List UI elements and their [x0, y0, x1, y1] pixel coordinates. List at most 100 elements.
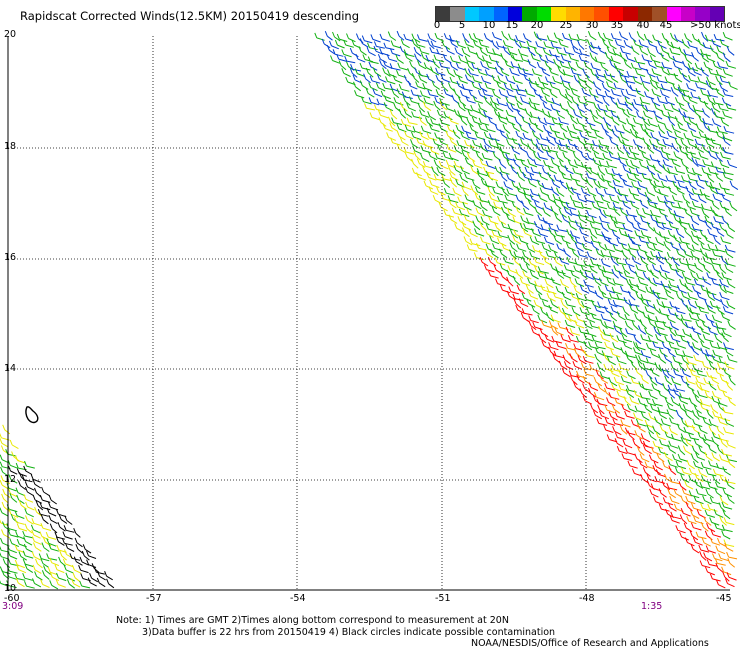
- wind-barb: [646, 424, 655, 435]
- wind-barb: [721, 97, 732, 107]
- wind-barb: [598, 277, 609, 287]
- wind-barb: [562, 152, 571, 162]
- wind-barb: [453, 160, 464, 169]
- wind-barb: [669, 515, 680, 524]
- wind-barb: [478, 108, 487, 118]
- wind-barb: [570, 230, 581, 239]
- wind-barb: [472, 220, 481, 231]
- wind-barb: [324, 31, 333, 41]
- wind-barb: [416, 34, 428, 42]
- wind-barb: [697, 76, 708, 85]
- wind-barb: [672, 454, 683, 463]
- wind-barb: [586, 328, 597, 337]
- wind-barb: [525, 284, 534, 294]
- wind-barb: [531, 68, 543, 77]
- wind-barb: [692, 410, 700, 420]
- wind-barb: [616, 446, 628, 454]
- wind-barb: [612, 299, 624, 308]
- wind-barb: [688, 180, 697, 190]
- wind-barb: [657, 173, 668, 182]
- wind-barb: [561, 307, 573, 317]
- wind-barb: [629, 304, 639, 314]
- wind-barb: [24, 460, 35, 469]
- lon-label-48: -48: [579, 593, 595, 604]
- wind-barb: [612, 320, 623, 330]
- wind-barb: [427, 89, 439, 98]
- wind-barb: [603, 109, 613, 120]
- wind-barb: [499, 284, 511, 294]
- wind-barb: [687, 139, 697, 148]
- wind-barb: [660, 52, 670, 62]
- wind-barb: [726, 46, 735, 56]
- wind-barb: [719, 496, 729, 506]
- wind-barb: [589, 52, 597, 63]
- wind-barb: [563, 264, 575, 273]
- wind-barb: [448, 214, 458, 224]
- wind-barb: [696, 410, 707, 420]
- wind-barb: [601, 271, 612, 280]
- wind-barb: [614, 216, 626, 225]
- wind-barb: [652, 34, 662, 44]
- wind-barb: [430, 40, 442, 49]
- wind-barb: [403, 130, 414, 140]
- wind-barb: [721, 272, 732, 281]
- wind-barb: [685, 381, 695, 392]
- wind-barb: [14, 517, 25, 525]
- wind-barb: [685, 495, 696, 505]
- wind-barb: [449, 76, 461, 85]
- wind-barb: [434, 32, 445, 42]
- longitude-labels: -60 -57 -54 -51 -48 -45: [4, 593, 732, 604]
- wind-barb: [724, 244, 736, 253]
- wind-barb: [537, 116, 548, 126]
- wind-barb: [542, 47, 552, 57]
- wind-barb: [551, 97, 562, 107]
- wind-barb: [662, 159, 673, 168]
- wind-barb: [471, 81, 482, 91]
- wind-barb: [709, 573, 721, 582]
- wind-barb: [570, 186, 581, 196]
- wind-barb: [700, 461, 712, 470]
- wind-barb: [512, 137, 522, 147]
- wind-barb: [606, 81, 616, 90]
- wind-barb: [86, 559, 97, 568]
- wind-barb: [613, 206, 621, 217]
- wind-barb: [500, 53, 508, 63]
- wind-barb: [720, 298, 729, 309]
- wind-barb: [475, 151, 484, 161]
- wind-barb: [332, 31, 341, 42]
- wind-barb: [483, 95, 492, 106]
- wind-barb: [672, 55, 684, 64]
- wind-barb: [625, 209, 637, 218]
- wind-barb: [31, 529, 41, 539]
- wind-barb: [528, 315, 539, 324]
- wind-barb: [455, 40, 467, 49]
- wind-barb: [712, 468, 724, 477]
- wind-barb: [655, 469, 667, 478]
- wind-barb: [541, 167, 552, 177]
- wind-barb: [533, 257, 545, 266]
- wind-barb: [15, 531, 26, 540]
- wind-barb: [491, 39, 500, 50]
- wind-barb: [499, 166, 510, 175]
- wind-barb: [366, 47, 376, 57]
- wind-barb: [723, 188, 735, 196]
- wind-barb: [644, 128, 652, 139]
- wind-barb: [653, 60, 665, 69]
- wind-barb: [484, 82, 496, 91]
- wind-barb: [548, 223, 559, 232]
- wind-barb: [461, 150, 469, 160]
- wind-barb: [577, 214, 587, 224]
- wind-barb: [533, 151, 542, 162]
- wind-barb: [691, 200, 703, 209]
- wind-barb: [524, 108, 533, 118]
- wind-barb: [658, 446, 669, 456]
- wind-barb: [673, 369, 684, 378]
- wind-barb: [522, 270, 532, 280]
- wind-barb: [665, 290, 675, 300]
- wind-barb: [680, 433, 692, 442]
- wind-barb: [690, 215, 700, 226]
- wind-barb: [698, 544, 710, 553]
- wind-barb: [69, 553, 81, 561]
- wind-barb: [476, 170, 485, 181]
- wind-barb: [524, 166, 535, 176]
